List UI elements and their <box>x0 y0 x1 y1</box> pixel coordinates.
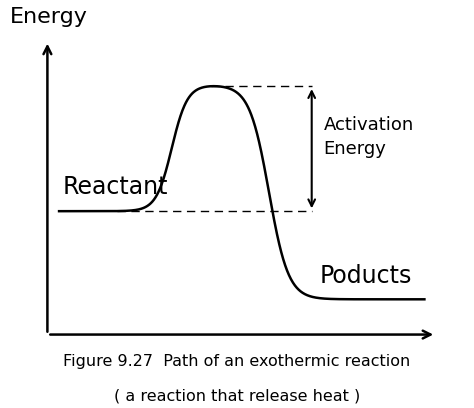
Text: Poducts: Poducts <box>319 264 412 288</box>
Text: ( a reaction that release heat ): ( a reaction that release heat ) <box>114 389 360 404</box>
Text: Energy: Energy <box>9 7 87 27</box>
Text: Figure 9.27  Path of an exothermic reaction: Figure 9.27 Path of an exothermic reacti… <box>64 354 410 369</box>
Text: Activation
Energy: Activation Energy <box>323 116 414 158</box>
Text: Reactant: Reactant <box>63 175 168 200</box>
